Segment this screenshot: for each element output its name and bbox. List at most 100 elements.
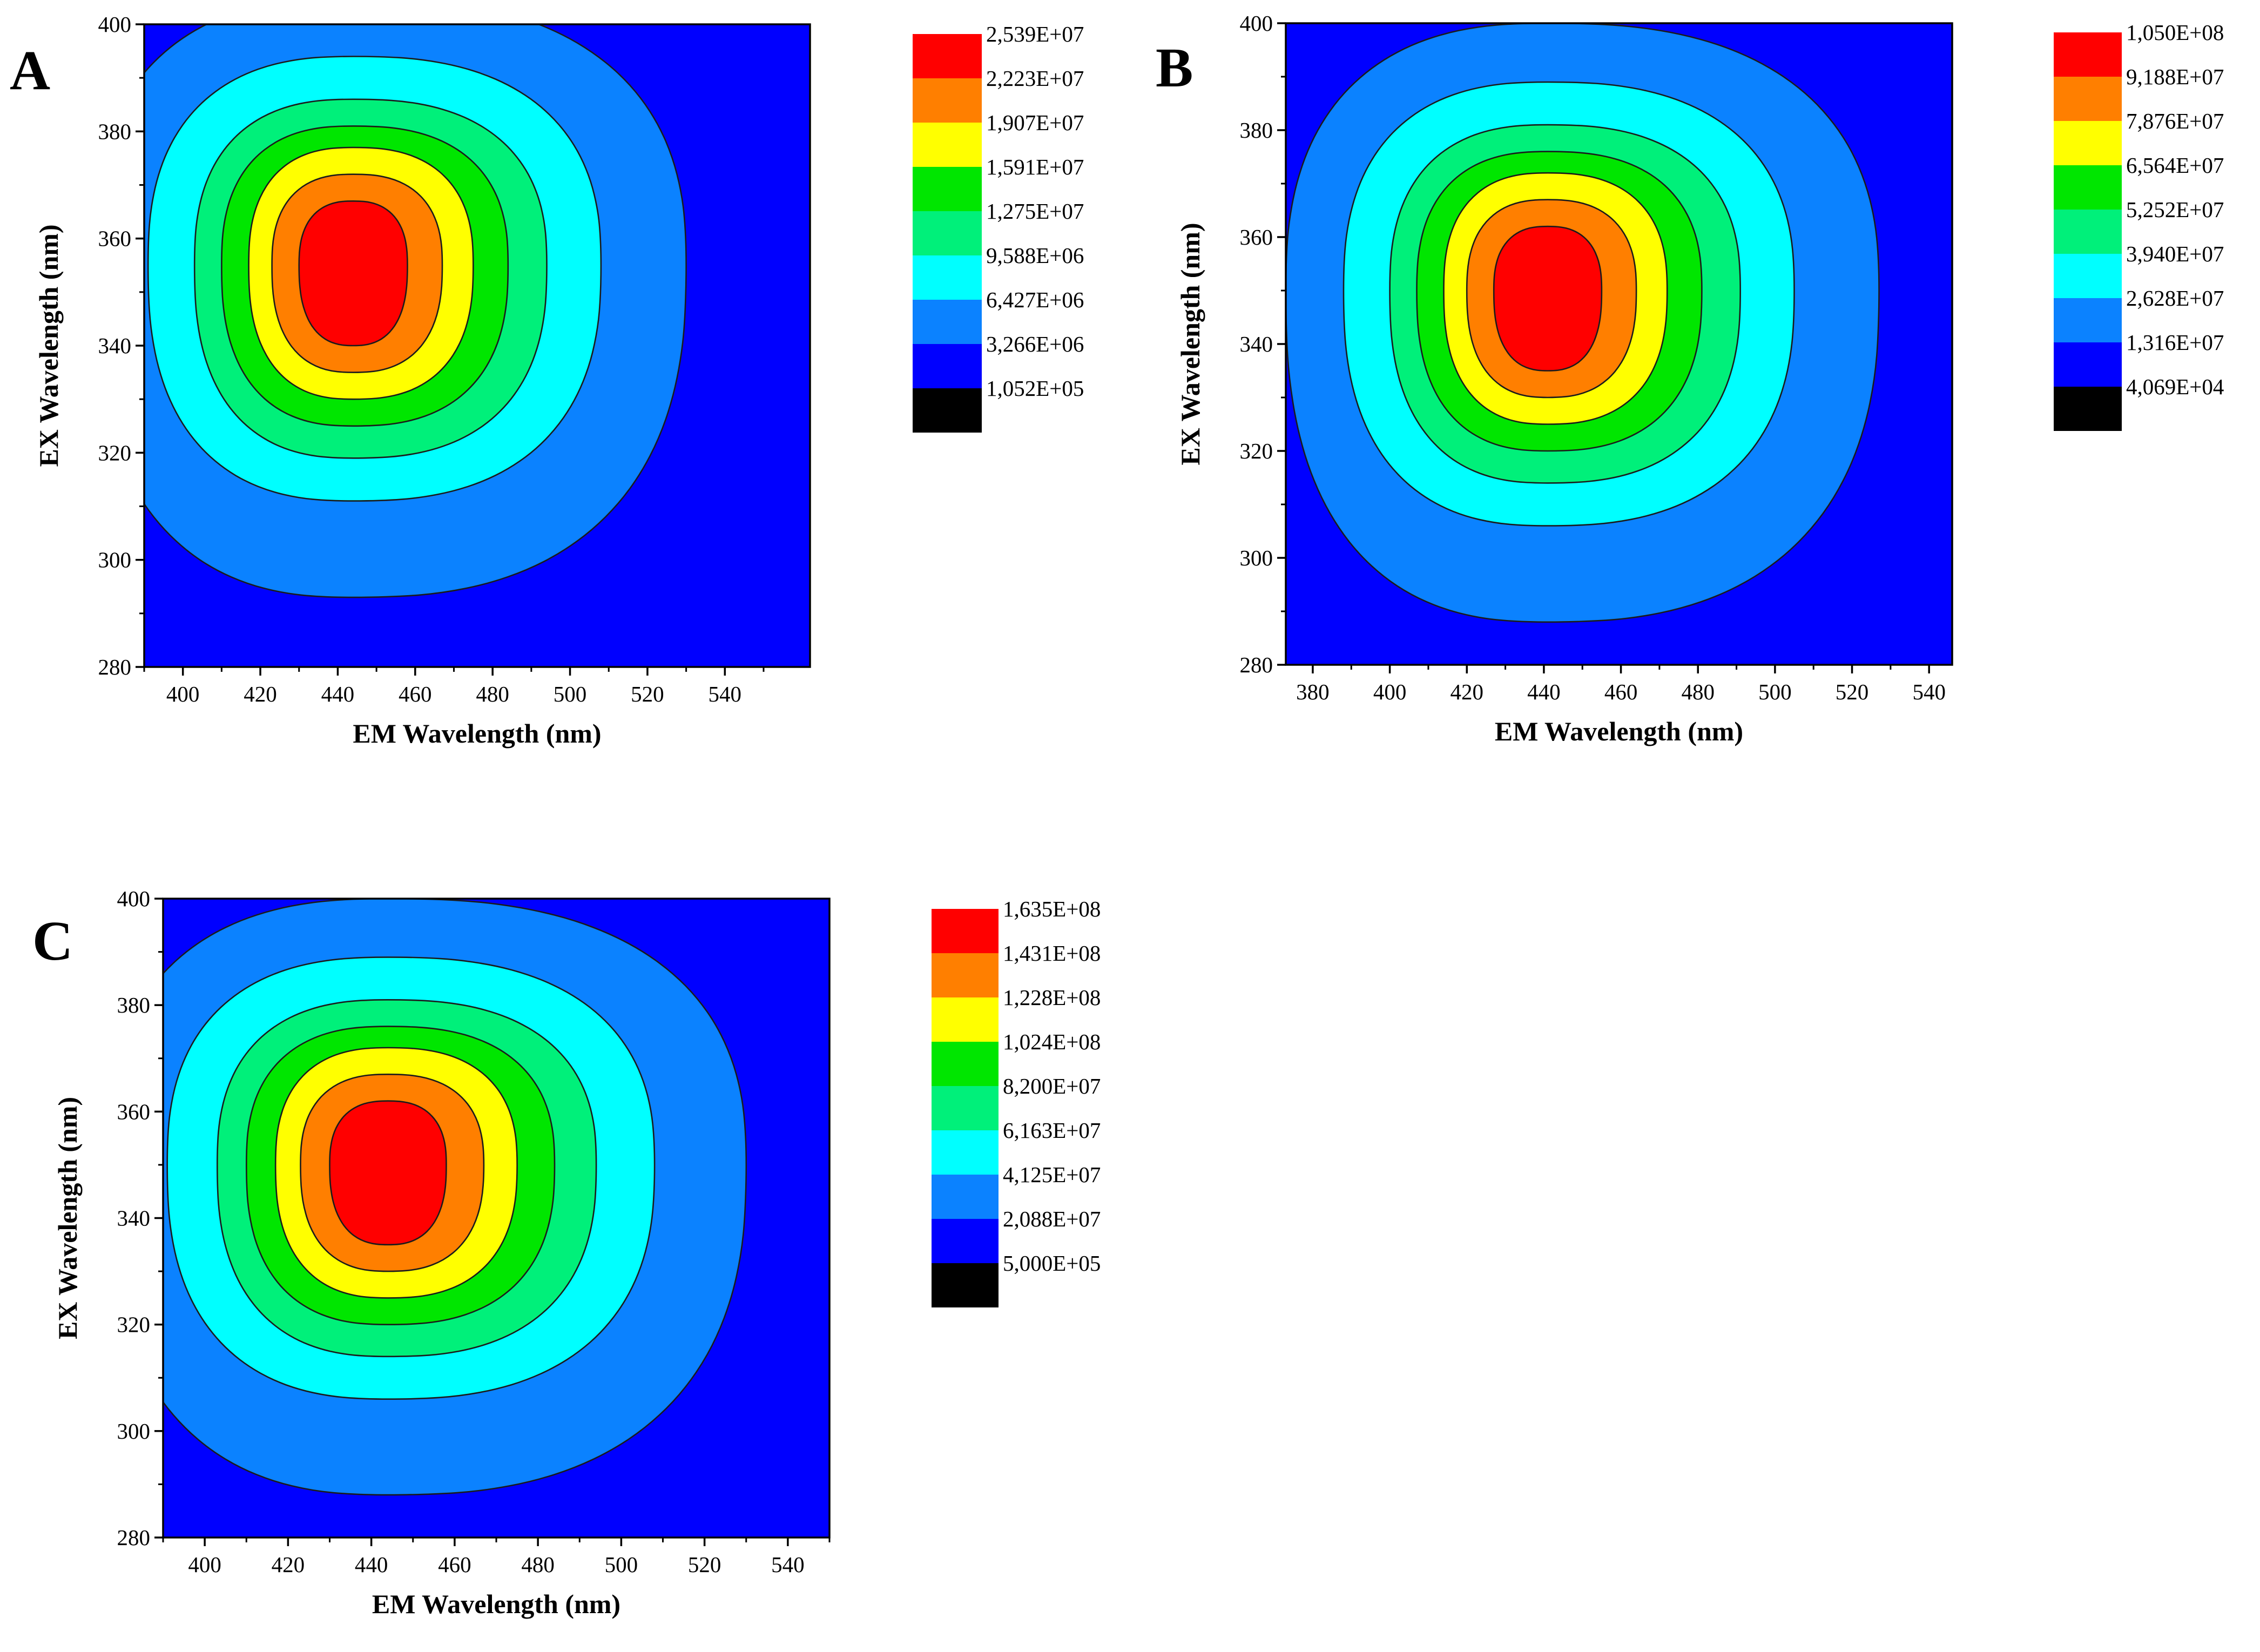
x-tick-label: 540 (771, 1552, 805, 1577)
y-tick-label: 320 (98, 440, 132, 465)
legend-swatch (2054, 342, 2122, 387)
y-tick-label: 280 (1240, 652, 1273, 677)
legend-swatch (932, 997, 999, 1042)
legend-swatch (932, 1175, 999, 1219)
y-axis-title: EX Wavelength (nm) (52, 1097, 83, 1339)
legend-label: 5,252E+07 (2126, 197, 2224, 222)
legend-swatch (2054, 77, 2122, 121)
contour-level-2,539E+07 (298, 200, 408, 347)
legend-label: 6,564E+07 (2126, 153, 2224, 178)
y-tick-label: 300 (117, 1419, 151, 1444)
legend-label: 4,125E+07 (1003, 1162, 1101, 1187)
legend-swatch (932, 1219, 999, 1263)
legend-swatch (913, 78, 982, 123)
legend-label: 8,200E+07 (1003, 1074, 1101, 1098)
legend-swatch (913, 211, 982, 255)
y-tick-label: 360 (1240, 225, 1273, 250)
y-tick-label: 360 (117, 1099, 151, 1124)
legend-swatch (2054, 210, 2122, 254)
contour-level-1,050E+08 (1493, 225, 1603, 372)
x-axis-title: EM Wavelength (nm) (353, 718, 601, 749)
legend: 1,050E+08 9,188E+07 7,876E+07 6,564E+07 5,25… (2054, 20, 2224, 431)
x-tick-label: 440 (1527, 679, 1561, 704)
legend-label: 1,431E+08 (1003, 941, 1101, 966)
legend-swatch (913, 167, 982, 211)
legend-label: 2,223E+07 (986, 66, 1084, 91)
panel-b: 380 400 420 440 460 480 500 520 540 280 300 320 340 3… (1156, 11, 2224, 746)
y-tick-label: 280 (98, 655, 132, 679)
x-tick-label: 400 (188, 1552, 221, 1577)
legend-swatch (932, 1263, 999, 1307)
x-tick-label: 380 (1296, 679, 1330, 704)
legend-swatch (932, 909, 999, 953)
legend-swatch (913, 388, 982, 433)
x-tick-label: 540 (1912, 679, 1946, 704)
y-tick-label: 340 (117, 1206, 151, 1231)
y-tick-label: 400 (98, 12, 132, 37)
x-tick-label: 480 (1681, 679, 1715, 704)
x-tick-label: 420 (1450, 679, 1483, 704)
panel-letter: B (1156, 37, 1193, 99)
legend-swatch (932, 1130, 999, 1175)
x-tick-label: 480 (521, 1552, 555, 1577)
x-tick-label: 480 (476, 682, 509, 706)
legend-label: 1,907E+07 (986, 110, 1084, 135)
legend-label: 1,050E+08 (2126, 20, 2224, 45)
x-tick-label: 500 (605, 1552, 638, 1577)
x-tick-label: 540 (709, 682, 742, 706)
legend: 2,539E+07 2,223E+07 1,907E+07 1,591E+07 1,27… (913, 22, 1084, 433)
legend-label: 9,588E+06 (986, 243, 1084, 268)
x-axis-title: EM Wavelength (nm) (372, 1589, 620, 1619)
legend-swatch (913, 344, 982, 388)
legend-swatch (932, 1042, 999, 1086)
y-tick-label: 300 (98, 548, 132, 572)
y-tick-label: 400 (1240, 11, 1273, 36)
y-tick-label: 380 (1240, 118, 1273, 143)
legend-label: 2,539E+07 (986, 22, 1084, 46)
x-axis-title: EM Wavelength (nm) (1495, 716, 1743, 746)
x-tick-label: 440 (321, 682, 355, 706)
y-tick-label: 280 (117, 1525, 151, 1550)
legend-swatch (913, 300, 982, 344)
y-tick-label: 380 (117, 993, 151, 1017)
legend-swatch (932, 1086, 999, 1130)
y-tick-label: 400 (117, 886, 151, 911)
y-tick-label: 380 (98, 119, 132, 144)
y-tick-label: 320 (117, 1312, 151, 1337)
legend-swatch (2054, 387, 2122, 431)
panel-a: 400 420 440 460 480 500 520 540 280 300 320 340 360 3… (10, 12, 1084, 749)
x-tick-label: 420 (244, 682, 277, 706)
x-tick-label: 520 (688, 1552, 721, 1577)
x-tick-label: 460 (399, 682, 432, 706)
legend-swatch (2054, 298, 2122, 342)
legend-label: 2,088E+07 (1003, 1206, 1101, 1231)
legend-label: 1,591E+07 (986, 154, 1084, 179)
x-tick-label: 400 (166, 682, 200, 706)
legend-label: 1,635E+08 (1003, 896, 1101, 921)
panel-letter: C (32, 910, 73, 972)
x-tick-label: 500 (554, 682, 587, 706)
panel-letter: A (10, 39, 50, 102)
legend-label: 1,052E+05 (986, 376, 1084, 401)
legend-label: 7,876E+07 (2126, 109, 2224, 133)
legend-swatch (932, 953, 999, 997)
legend-label: 4,069E+04 (2126, 374, 2224, 399)
y-axis-title: EX Wavelength (nm) (1175, 222, 1205, 465)
legend: 1,635E+08 1,431E+08 1,228E+08 1,024E+08 8,20… (932, 896, 1101, 1307)
contour-level-1,635E+08 (329, 1100, 447, 1246)
legend-swatch (2054, 121, 2122, 165)
panel-c: 400 420 440 460 480 500 520 540 280 300 320 340 360 3… (32, 886, 1101, 1619)
legend-swatch (913, 123, 982, 167)
x-tick-label: 400 (1373, 679, 1407, 704)
legend-swatch (913, 255, 982, 300)
legend-swatch (913, 34, 982, 78)
y-tick-label: 360 (98, 226, 132, 251)
legend-swatch (2054, 32, 2122, 77)
legend-label: 2,628E+07 (2126, 286, 2224, 311)
legend-label: 6,427E+06 (986, 287, 1084, 312)
legend-label: 9,188E+07 (2126, 64, 2224, 89)
legend-label: 1,316E+07 (2126, 330, 2224, 355)
y-tick-label: 340 (98, 333, 132, 358)
legend-swatch (2054, 254, 2122, 298)
